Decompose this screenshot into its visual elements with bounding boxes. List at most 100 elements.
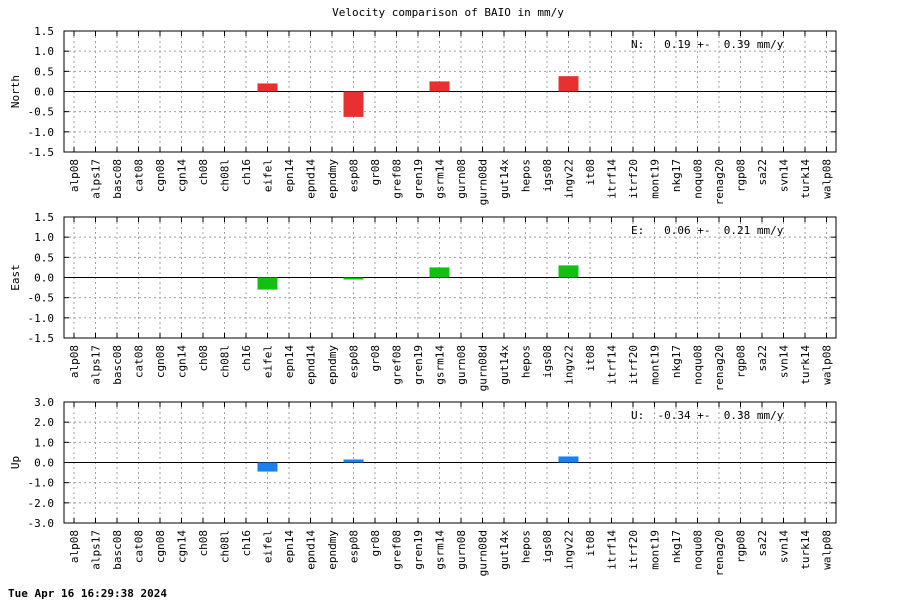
- bar-north-gsrm14: [429, 81, 450, 92]
- x-category-label: gren19: [412, 345, 425, 385]
- x-category-label: noqu08: [692, 159, 705, 199]
- x-category-label: ch08: [197, 530, 210, 557]
- x-category-label: gut14x: [498, 530, 511, 570]
- x-category-label: turk14: [799, 159, 812, 199]
- x-category-label: itrf20: [627, 530, 640, 570]
- y-tick-label: 0.0: [34, 272, 54, 285]
- y-tick-label: -2.0: [28, 497, 55, 510]
- x-category-label: nkg17: [670, 345, 683, 378]
- bar-north-eifel: [257, 83, 278, 92]
- bar-up-esp08: [343, 459, 364, 463]
- x-category-label: nkg17: [670, 159, 683, 192]
- x-category-label: renag20: [713, 530, 726, 576]
- x-category-label: sa22: [756, 530, 769, 557]
- stat-annotation: N: 0.19 +- 0.39 mm/y: [631, 38, 784, 51]
- y-tick-label: 1.0: [34, 436, 54, 449]
- x-category-label: turk14: [799, 345, 812, 385]
- x-category-label: itrf14: [606, 345, 619, 385]
- x-category-label: gurn08: [455, 530, 468, 570]
- x-category-label: alps17: [90, 530, 103, 570]
- x-category-label: rgp08: [735, 345, 748, 378]
- x-category-label: cgn14: [176, 345, 189, 378]
- x-category-label: epnd14: [305, 345, 318, 385]
- stat-annotation: U: -0.34 +- 0.38 mm/y: [631, 409, 784, 422]
- x-category-label: gr08: [369, 159, 382, 186]
- panel-up: 3.0 2.0 1.0 0.0 -1.0 -2.0 -3.0 alp08 alps17 basc0…: [9, 396, 837, 576]
- x-category-label: alps17: [90, 345, 103, 385]
- x-category-label: esp08: [348, 159, 361, 192]
- x-category-label: mont19: [649, 345, 662, 385]
- y-axis-label: Up: [9, 456, 22, 469]
- y-tick-label: -0.5: [28, 106, 55, 119]
- bar-north-esp08: [343, 91, 364, 117]
- x-category-label: alp08: [68, 345, 81, 378]
- x-category-label: gren19: [412, 530, 425, 570]
- x-category-label: gref08: [391, 159, 404, 199]
- x-category-label: gren19: [412, 159, 425, 199]
- stat-annotation: E: 0.06 +- 0.21 mm/y: [631, 224, 784, 237]
- x-category-label: gref08: [391, 345, 404, 385]
- y-tick-label: -1.0: [28, 312, 55, 325]
- bar-up-ingv22: [558, 456, 579, 463]
- y-tick-label: 0.0: [34, 86, 54, 99]
- x-category-label: it08: [584, 159, 597, 186]
- x-category-label: renag20: [713, 345, 726, 391]
- y-tick-label: 1.5: [34, 25, 54, 38]
- x-category-label: epnd14: [305, 159, 318, 199]
- x-category-label: gurn08: [455, 159, 468, 199]
- x-category-label: ingv22: [563, 159, 576, 199]
- x-category-label: epndmy: [326, 530, 339, 570]
- x-category-label: esp08: [348, 530, 361, 563]
- x-category-label: gut14x: [498, 345, 511, 385]
- y-tick-label: 3.0: [34, 396, 54, 409]
- x-category-label: gurn08d: [477, 530, 490, 576]
- y-tick-label: -1.5: [28, 146, 55, 159]
- x-category-label: cat08: [133, 159, 146, 192]
- y-tick-label: 0.0: [34, 457, 54, 470]
- x-category-label: basc08: [111, 530, 124, 570]
- y-tick-label: 1.5: [34, 211, 54, 224]
- x-category-label: gref08: [391, 530, 404, 570]
- x-category-label: ch08l: [219, 345, 232, 378]
- y-tick-label: -3.0: [28, 517, 55, 530]
- x-category-label: cgn14: [176, 530, 189, 563]
- x-category-label: epn14: [283, 530, 296, 563]
- x-category-label: gut14x: [498, 159, 511, 199]
- x-category-label: ch16: [240, 159, 253, 186]
- x-category-label: epnd14: [305, 530, 318, 570]
- x-category-label: eifel: [262, 159, 275, 192]
- x-category-label: ch08: [197, 159, 210, 186]
- x-category-label: epn14: [283, 159, 296, 192]
- x-category-label: ingv22: [563, 530, 576, 570]
- x-category-label: gr08: [369, 530, 382, 557]
- bar-east-esp08: [343, 277, 364, 280]
- y-axis-label: East: [9, 264, 22, 291]
- x-category-label: ch16: [240, 345, 253, 372]
- x-category-label: cat08: [133, 530, 146, 563]
- x-category-label: cgn08: [154, 345, 167, 378]
- x-category-label: walp08: [821, 159, 834, 199]
- y-tick-label: -1.0: [28, 126, 55, 139]
- x-category-label: itrf14: [606, 159, 619, 199]
- x-category-label: ch08l: [219, 530, 232, 563]
- y-axis-label: North: [9, 75, 22, 108]
- x-category-label: gsrm14: [434, 530, 447, 570]
- y-tick-label: 0.5: [34, 65, 54, 78]
- x-category-label: itrf20: [627, 345, 640, 385]
- x-category-label: rgp08: [735, 159, 748, 192]
- x-category-label: noqu08: [692, 530, 705, 570]
- x-category-label: cgn08: [154, 530, 167, 563]
- x-category-label: gsrm14: [434, 159, 447, 199]
- x-category-label: alp08: [68, 159, 81, 192]
- x-category-label: svn14: [778, 345, 791, 378]
- panel-east: 1.5 1.0 0.5 0.0 -0.5 -1.0 -1.5 alp08 alps17 basc0…: [9, 211, 837, 391]
- x-category-label: noqu08: [692, 345, 705, 385]
- x-category-label: gurn08d: [477, 159, 490, 205]
- x-category-label: cat08: [133, 345, 146, 378]
- x-category-label: igs08: [541, 345, 554, 378]
- x-category-label: eifel: [262, 530, 275, 563]
- bar-east-gsrm14: [429, 267, 450, 278]
- x-category-label: epn14: [283, 345, 296, 378]
- x-category-label: svn14: [778, 530, 791, 563]
